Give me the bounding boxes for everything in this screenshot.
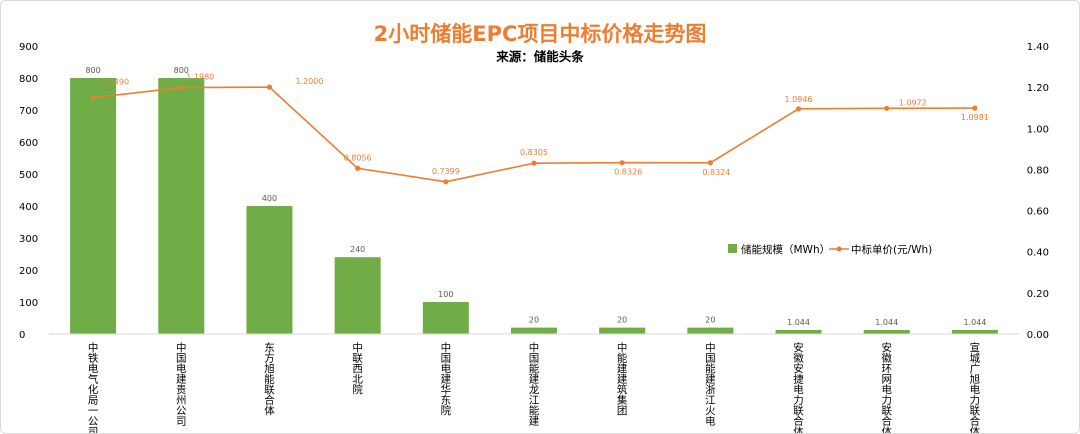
bar [246,206,293,334]
bar-data-label: 800 [85,66,100,75]
bar-data-label: 1.044 [875,318,898,327]
bar-data-label: 20 [617,316,627,325]
bar-data-label: 1.044 [787,318,810,327]
price-line [93,86,975,183]
bar [334,257,381,334]
price-point [884,105,890,111]
bar-data-label: 20 [705,316,715,325]
x-category-label: 宣城广旭电力联合体 [970,341,981,433]
legend-bar-label: 储能规模（MWh） [741,243,830,256]
chart-subtitle: 来源：储能头条 [495,49,584,64]
price-point [707,160,713,166]
bar-data-label: 20 [529,316,539,325]
line-data-label: 1.0946 [785,95,813,104]
line-data-label: 1.1490 [101,78,129,87]
y-left-tick-label: 800 [19,74,38,85]
x-axis-labels: 中铁电气化局一公司 中国电建贵州公司 东方旭能联合体 中联西北院 中国电建华东院 中国能建… [88,341,981,433]
y-right-tick-label: 1.00 [1027,124,1049,135]
line-data-label: 0.8324 [702,168,730,177]
line-data-label: 0.8305 [520,148,548,157]
y-left-tick-label: 200 [19,266,38,277]
x-category-label: 中能建建筑集团 [617,341,628,417]
legend-bar-swatch [728,244,737,253]
y-right-tick-label: 0.80 [1027,165,1049,176]
x-category-label: 中铁电气化局一公司 [88,341,99,433]
y-left-tick-label: 500 [19,170,38,181]
y-left-tick-label: 300 [19,234,38,245]
y-left-tick-label: 700 [19,106,38,117]
y-right-tick-label: 0.40 [1027,248,1049,259]
bar [422,302,469,334]
line-data-label: 1.1980 [186,73,214,82]
bar [599,327,646,334]
y-left-tick-label: 100 [19,298,38,309]
bar-data-label: 800 [174,66,189,75]
x-category-label: 安徽环网电力联合体 [881,341,892,433]
line-data-label: 0.7399 [432,167,460,176]
bar-data-label: 240 [350,245,365,254]
line-data-label: 1.0972 [899,98,927,107]
x-category-label: 中国能建浙江火电 [705,341,716,428]
price-point [443,179,449,185]
y-left-tick-label: 900 [19,42,38,53]
bar [775,330,822,334]
x-category-label: 中国能建龙江能建 [529,341,540,428]
x-category-label: 安徽安捷电力联合体 [793,341,804,433]
y-right-tick-label: 0.00 [1027,330,1049,341]
y-right-axis: 0.00 0.20 0.40 0.60 0.80 1.00 1.20 1.40 [1027,42,1049,341]
price-point [90,95,96,101]
bar [951,330,998,334]
bar-labels: 800 800 400 240 100 20 20 20 1.044 1.044 1.044 [85,66,986,327]
bar [687,327,734,334]
chart-title: 2小时储能EPC项目中标价格走势图 [374,22,707,46]
y-right-tick-label: 1.40 [1027,42,1049,53]
legend-line-label: 中标单价(元/Wh) [851,243,932,256]
bar [511,327,557,334]
bar [863,330,910,334]
y-left-tick-label: 600 [19,138,38,149]
x-category-label: 东方旭能联合体 [264,341,275,417]
bar [70,78,117,334]
price-point [795,106,802,112]
bar [158,78,205,334]
legend-line-marker [836,246,842,252]
price-point [972,105,978,111]
bar-data-label: 400 [262,194,277,203]
price-point [531,160,537,166]
y-right-tick-label: 0.60 [1027,207,1049,218]
bar-data-label: 100 [438,290,453,299]
line-data-label: 0.8326 [614,168,642,177]
y-right-tick-label: 0.20 [1027,289,1049,300]
y-left-tick-label: 400 [19,202,38,213]
price-point [178,84,184,91]
bar-series [70,78,998,334]
bar-data-label: 1.044 [963,318,986,327]
price-point [619,160,625,166]
x-category-label: 中国电建华东院 [441,341,452,417]
y-right-tick-label: 1.20 [1027,83,1049,94]
line-data-label: 1.2000 [295,77,323,86]
price-point [266,84,273,90]
legend: 储能规模（MWh） 中标单价(元/Wh) [728,243,932,256]
x-category-label: 中国电建贵州公司 [176,341,187,428]
x-category-label: 中联西北院 [352,341,363,396]
line-labels: 1.1490 1.1980 1.2000 0.8056 0.7399 0.8305 0.83… [101,73,989,177]
line-series [90,84,978,185]
y-left-tick-label: 0 [19,330,25,341]
line-data-label: 0.8056 [344,153,372,162]
y-left-axis: 0 100 200 300 400 500 600 700 800 900 [19,42,38,341]
line-data-label: 1.0981 [961,113,989,122]
price-point [355,165,361,171]
